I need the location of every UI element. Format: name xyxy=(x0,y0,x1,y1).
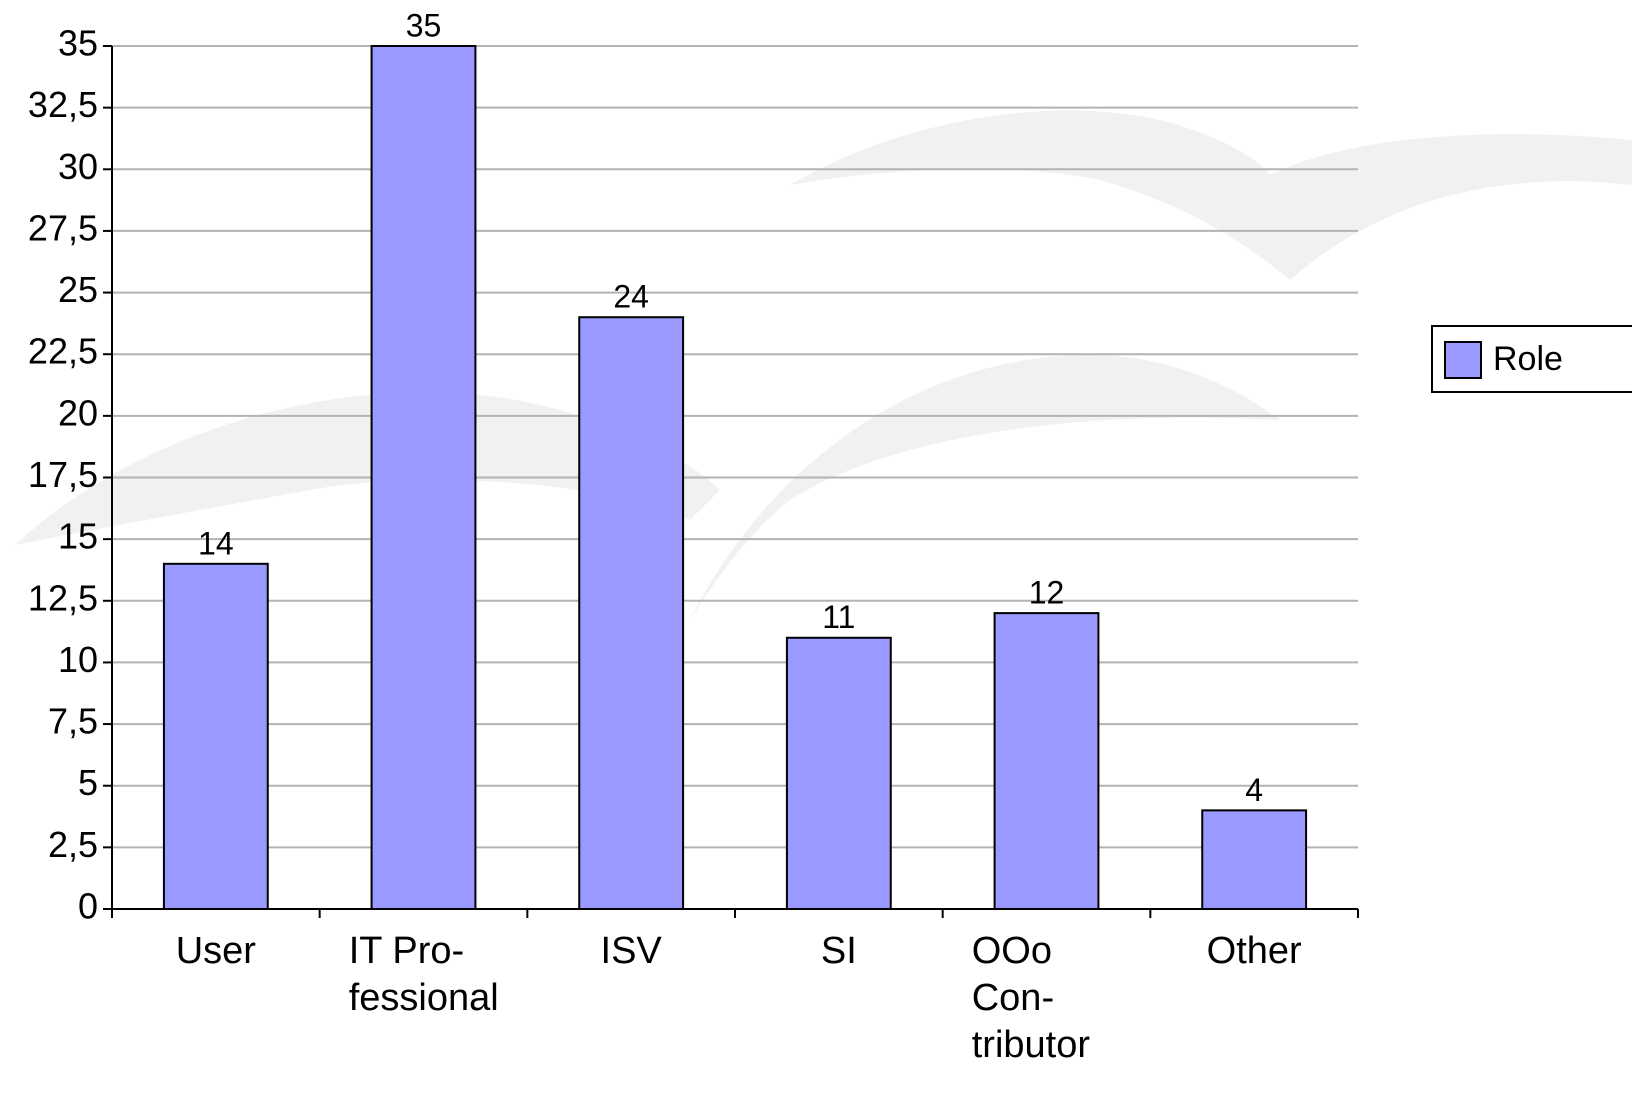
y-tick-label: 12,5 xyxy=(28,577,98,618)
watermark xyxy=(15,110,1632,620)
bar xyxy=(993,612,1100,910)
x-tick-label: IT Pro- fessional xyxy=(348,930,499,1019)
bar xyxy=(785,636,892,910)
legend-label: Role xyxy=(1493,340,1563,378)
value-label: 24 xyxy=(613,279,649,315)
x-tick-label: Other xyxy=(1206,930,1302,972)
y-tick-label: 25 xyxy=(58,269,98,310)
value-label: 14 xyxy=(198,525,234,561)
x-tick-label: User xyxy=(175,930,256,972)
y-tick-label: 20 xyxy=(58,392,98,433)
x-tick-label: SI xyxy=(820,930,857,972)
y-tick-label: 0 xyxy=(78,886,98,927)
y-tick-label: 7,5 xyxy=(48,701,98,742)
bar xyxy=(578,316,685,910)
y-tick-label: 17,5 xyxy=(28,454,98,495)
y-tick-label: 32,5 xyxy=(28,84,98,125)
value-label: 12 xyxy=(1029,575,1065,611)
y-tick-label: 30 xyxy=(58,146,98,187)
bar xyxy=(162,562,269,910)
y-tick-label: 10 xyxy=(58,639,98,680)
value-label: 35 xyxy=(406,7,442,43)
x-tick-label: ISV xyxy=(600,930,662,972)
y-tick-label: 2,5 xyxy=(48,824,98,865)
value-label: 4 xyxy=(1245,772,1263,808)
y-tick-label: 5 xyxy=(78,762,98,803)
y-tick-label: 15 xyxy=(58,516,98,557)
y-tick-label: 35 xyxy=(58,23,98,64)
value-label: 11 xyxy=(822,599,855,635)
y-tick-label: 27,5 xyxy=(28,207,98,248)
bar xyxy=(1201,809,1308,910)
bar xyxy=(370,45,477,910)
x-tick-label: OOo Con- tributor xyxy=(971,930,1091,1066)
legend-swatch xyxy=(1444,341,1482,379)
y-tick-label: 22,5 xyxy=(28,331,98,372)
